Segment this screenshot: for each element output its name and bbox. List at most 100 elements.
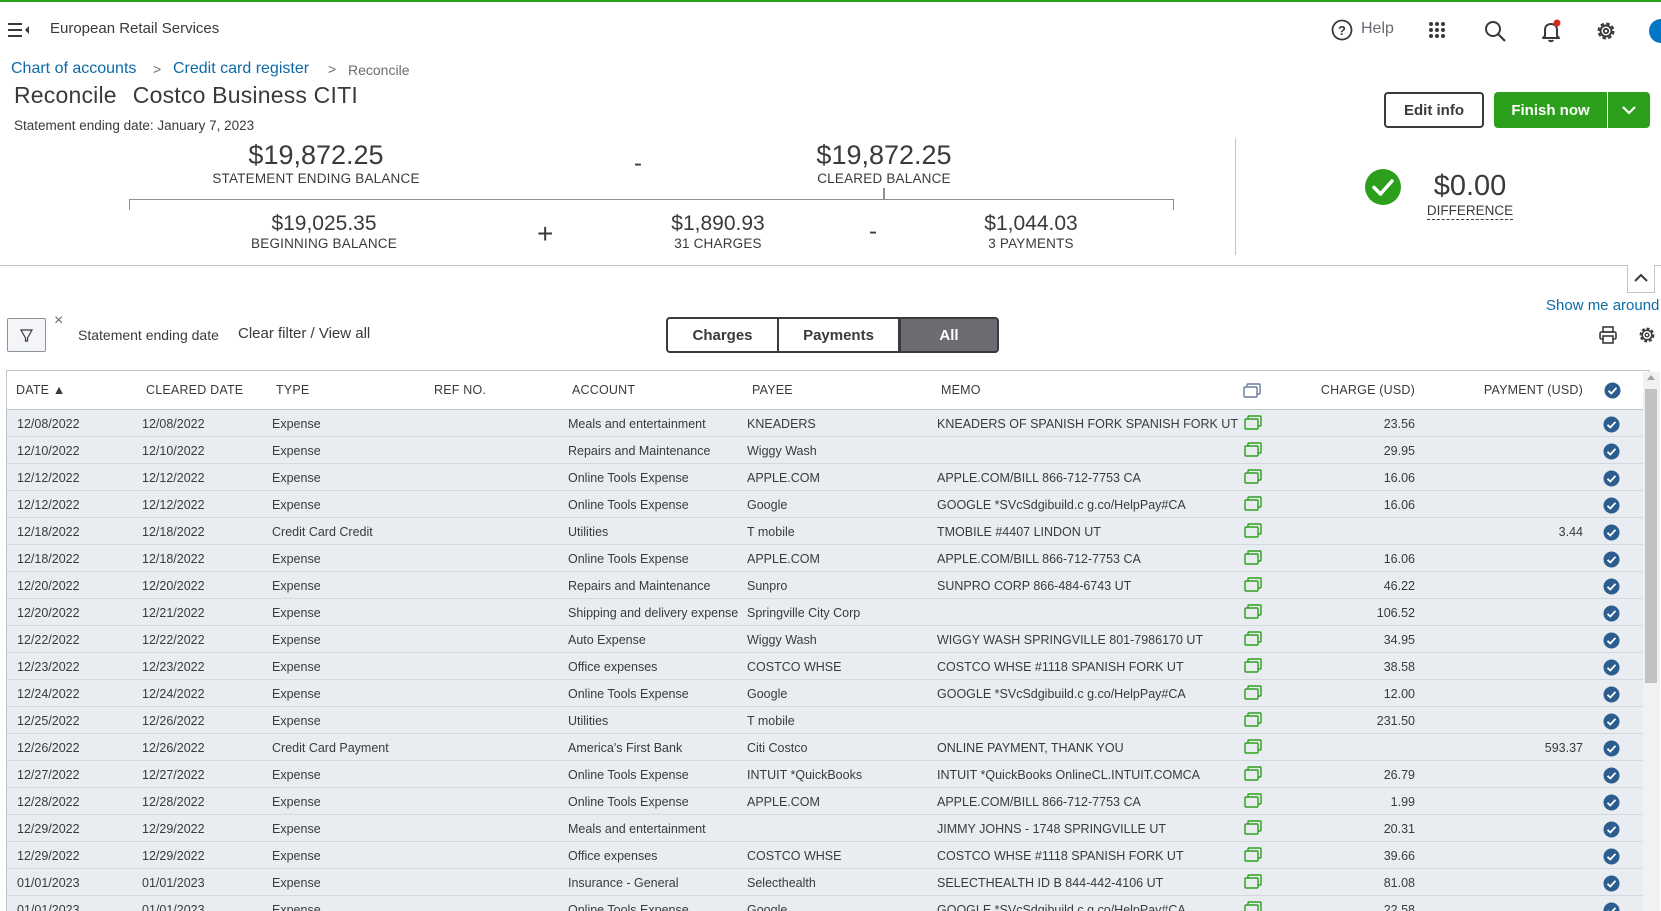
menu-collapse-icon[interactable] — [8, 22, 30, 38]
column-header-ref-no[interactable]: REF NO. — [434, 383, 487, 397]
cell-payment: 3.44 — [1558, 525, 1583, 539]
cleared-check-icon[interactable] — [1603, 497, 1620, 514]
cleared-check-icon[interactable] — [1603, 902, 1620, 911]
cleared-check-icon[interactable] — [1603, 551, 1620, 568]
attachment-icon[interactable] — [1244, 604, 1262, 619]
collapse-summary-button[interactable] — [1627, 265, 1655, 293]
table-row[interactable]: 12/18/2022 12/18/2022 Expense Online Tools … — [7, 545, 1649, 572]
breadcrumb-chart-of-accounts[interactable]: Chart of accounts — [11, 60, 136, 78]
cleared-check-icon[interactable] — [1603, 713, 1620, 730]
tab-all[interactable]: All — [899, 317, 999, 353]
charges-total-amount: $1,890.93 — [671, 212, 765, 235]
cleared-check-icon[interactable] — [1603, 848, 1620, 865]
table-row[interactable]: 01/01/2023 01/01/2023 Expense Online Tools … — [7, 896, 1649, 911]
scroll-up-arrow[interactable] — [1647, 375, 1655, 380]
user-avatar[interactable] — [1649, 19, 1661, 43]
cleared-check-icon[interactable] — [1603, 767, 1620, 784]
cleared-check-icon[interactable] — [1603, 794, 1620, 811]
attachment-icon[interactable] — [1244, 658, 1262, 673]
cleared-check-icon[interactable] — [1603, 632, 1620, 649]
attachment-icon[interactable] — [1244, 415, 1262, 430]
attachment-icon[interactable] — [1244, 577, 1262, 592]
cleared-check-icon[interactable] — [1603, 821, 1620, 838]
column-header-charge[interactable]: CHARGE (USD) — [1320, 383, 1415, 397]
show-me-around-link[interactable]: Show me around — [1546, 297, 1660, 314]
column-header-account[interactable]: ACCOUNT — [572, 383, 636, 397]
table-row[interactable]: 12/20/2022 12/20/2022 Expense Repairs and M… — [7, 572, 1649, 599]
attachment-icon[interactable] — [1244, 874, 1262, 889]
table-row[interactable]: 01/01/2023 01/01/2023 Expense Insurance - G… — [7, 869, 1649, 896]
attachment-icon[interactable] — [1244, 820, 1262, 835]
table-row[interactable]: 12/27/2022 12/27/2022 Expense Online Tools … — [7, 761, 1649, 788]
table-row[interactable]: 12/29/2022 12/29/2022 Expense Meals and ent… — [7, 815, 1649, 842]
column-header-payment[interactable]: PAYMENT (USD) — [1483, 383, 1583, 397]
search-icon[interactable] — [1483, 19, 1507, 43]
attachment-icon[interactable] — [1244, 469, 1262, 484]
table-row[interactable]: 12/12/2022 12/12/2022 Expense Online Tools … — [7, 491, 1649, 518]
tab-payments[interactable]: Payments — [778, 317, 900, 353]
cleared-check-icon[interactable] — [1603, 470, 1620, 487]
table-scrollbar-thumb[interactable] — [1645, 389, 1657, 683]
table-row[interactable]: 12/25/2022 12/26/2022 Expense Utilities T mo… — [7, 707, 1649, 734]
attachment-icon[interactable] — [1244, 847, 1262, 862]
cleared-check-icon[interactable] — [1603, 443, 1620, 460]
column-header-date[interactable]: DATE ▲ — [16, 383, 66, 397]
attachment-icon[interactable] — [1244, 712, 1262, 727]
cleared-check-icon[interactable] — [1603, 605, 1620, 622]
notification-bell-icon[interactable] — [1539, 19, 1563, 43]
account-name: Costco Business CITI — [132, 82, 358, 108]
table-row[interactable]: 12/10/2022 12/10/2022 Expense Repairs and M… — [7, 437, 1649, 464]
cleared-check-icon[interactable] — [1603, 524, 1620, 541]
attachment-icon[interactable] — [1244, 550, 1262, 565]
column-header-payee[interactable]: PAYEE — [752, 383, 793, 397]
table-row[interactable]: 12/22/2022 12/22/2022 Expense Auto Expense W… — [7, 626, 1649, 653]
attachment-icon[interactable] — [1244, 496, 1262, 511]
breadcrumb-credit-card-register[interactable]: Credit card register — [173, 60, 309, 78]
table-row[interactable]: 12/26/2022 12/26/2022 Credit Card Payment A… — [7, 734, 1649, 761]
cleared-check-icon[interactable] — [1603, 686, 1620, 703]
top-bar: European Retail Services ? Help — [0, 2, 1661, 56]
finish-now-dropdown-button[interactable] — [1608, 92, 1650, 128]
column-header-memo[interactable]: MEMO — [941, 383, 981, 397]
cell-payee: Wiggy Wash — [747, 633, 817, 647]
table-row[interactable]: 12/12/2022 12/12/2022 Expense Online Tools … — [7, 464, 1649, 491]
tab-charges[interactable]: Charges — [666, 317, 779, 353]
breadcrumb-link[interactable]: Chart of accounts — [11, 60, 137, 77]
table-row[interactable]: 12/20/2022 12/21/2022 Expense Shipping and … — [7, 599, 1649, 626]
help-label[interactable]: Help — [1361, 20, 1394, 37]
attachment-icon[interactable] — [1244, 793, 1262, 808]
help-icon[interactable]: ? — [1331, 19, 1353, 41]
cleared-check-icon[interactable] — [1603, 578, 1620, 595]
edit-info-button[interactable]: Edit info — [1384, 92, 1484, 128]
attachment-icon[interactable] — [1244, 739, 1262, 754]
remove-filter-close-icon[interactable]: × — [54, 312, 64, 329]
column-header-type[interactable]: TYPE — [276, 383, 310, 397]
attachment-icon[interactable] — [1244, 523, 1262, 538]
table-row[interactable]: 12/18/2022 12/18/2022 Credit Card Credit Ut… — [7, 518, 1649, 545]
table-row[interactable]: 12/08/2022 12/08/2022 Expense Meals and ent… — [7, 410, 1649, 437]
print-icon[interactable] — [1598, 325, 1618, 345]
attachment-icon[interactable] — [1244, 442, 1262, 457]
column-header-cleared-date[interactable]: CLEARED DATE — [146, 383, 244, 397]
filter-button[interactable] — [7, 318, 46, 352]
table-row[interactable]: 12/24/2022 12/24/2022 Expense Online Tools … — [7, 680, 1649, 707]
cleared-check-icon[interactable] — [1603, 416, 1620, 433]
breadcrumb-link[interactable]: Credit card register — [173, 60, 310, 77]
clear-filter-link[interactable]: Clear filter / View all — [238, 325, 371, 342]
cleared-check-icon[interactable] — [1603, 875, 1620, 892]
table-row[interactable]: 12/28/2022 12/28/2022 Expense Online Tools … — [7, 788, 1649, 815]
finish-now-button[interactable]: Finish now — [1494, 92, 1607, 128]
table-row[interactable]: 12/29/2022 12/29/2022 Expense Office expens… — [7, 842, 1649, 869]
attachment-icon[interactable] — [1244, 685, 1262, 700]
table-settings-gear-icon[interactable] — [1637, 325, 1657, 345]
cleared-check-icon[interactable] — [1603, 659, 1620, 676]
cleared-check-icon[interactable] — [1603, 740, 1620, 757]
table-row[interactable]: 12/23/2022 12/23/2022 Expense Office expens… — [7, 653, 1649, 680]
settings-gear-icon[interactable] — [1594, 19, 1618, 43]
attachment-icon[interactable] — [1244, 766, 1262, 781]
cell-type: Expense — [272, 795, 321, 809]
attachment-icon[interactable] — [1244, 631, 1262, 646]
apps-grid-icon[interactable] — [1428, 21, 1446, 39]
select-all-check-icon[interactable] — [1604, 382, 1621, 399]
attachment-icon[interactable] — [1244, 901, 1262, 911]
